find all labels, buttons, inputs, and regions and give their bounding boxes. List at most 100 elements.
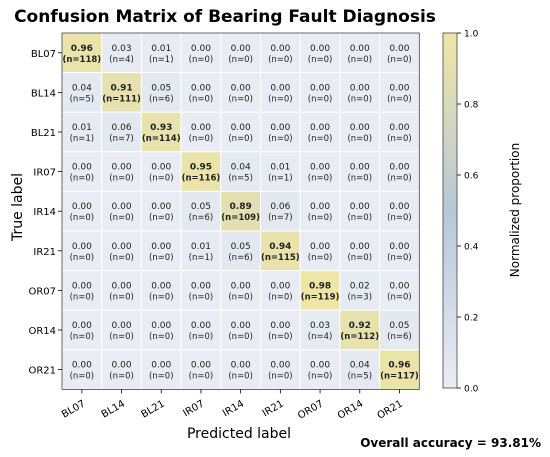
cell-count: (n=5) <box>70 94 95 104</box>
cell-proportion: 0.00 <box>112 281 132 291</box>
cell-count: (n=0) <box>268 94 293 104</box>
heatmap-cell: 0.03(n=4) <box>299 309 341 351</box>
heatmap-cell: 0.00(n=0) <box>101 349 142 390</box>
cell-fill <box>140 111 182 153</box>
cell-fill <box>220 309 262 351</box>
cell-count: (n=0) <box>189 134 214 144</box>
cell-proportion: 0.00 <box>310 202 330 212</box>
cell-count: (n=0) <box>308 253 333 263</box>
cell-proportion: 0.00 <box>151 321 171 331</box>
cell-proportion: 0.00 <box>191 321 211 331</box>
cell-proportion: 0.00 <box>151 163 171 173</box>
cell-proportion: 0.02 <box>350 281 370 291</box>
cell-proportion: 0.00 <box>151 281 171 291</box>
cell-proportion: 0.00 <box>191 123 211 133</box>
heatmap-cell: 0.00(n=0) <box>339 32 381 74</box>
cell-fill <box>339 72 381 113</box>
cell-fill <box>140 309 182 351</box>
heatmap-cell: 0.04(n=5) <box>220 151 262 192</box>
x-tick-label: BL21 <box>139 398 166 420</box>
cell-fill <box>101 32 142 74</box>
heatmap-cell: 0.00(n=0) <box>101 309 142 351</box>
cell-proportion: 0.03 <box>310 321 330 331</box>
cell-proportion: 0.06 <box>270 202 290 212</box>
cell-count: (n=0) <box>149 213 174 223</box>
cell-count: (n=4) <box>308 332 333 342</box>
cell-count: (n=0) <box>308 174 333 184</box>
heatmap-cell: 0.05(n=6) <box>379 309 420 351</box>
cell-fill <box>101 230 142 272</box>
x-tick-label: BL14 <box>100 398 127 420</box>
heatmap-cell: 0.00(n=0) <box>61 230 103 272</box>
cell-proportion: 0.00 <box>310 361 330 371</box>
cell-fill <box>260 349 301 390</box>
cell-count: (n=0) <box>268 332 293 342</box>
cell-count: (n=5) <box>347 372 372 382</box>
cell-proportion: 0.00 <box>310 83 330 93</box>
cell-count: (n=0) <box>189 372 214 382</box>
cell-proportion: 0.00 <box>310 44 330 54</box>
cell-count: (n=6) <box>228 253 253 263</box>
cell-proportion: 0.00 <box>151 202 171 212</box>
cell-proportion: 0.00 <box>310 123 330 133</box>
heatmap-cell: 0.03(n=4) <box>101 32 142 74</box>
cell-proportion: 0.00 <box>231 123 251 133</box>
x-tick-label: IR07 <box>181 398 206 419</box>
cell-proportion: 0.00 <box>112 163 132 173</box>
heatmap-cell: 0.00(n=0) <box>220 309 262 351</box>
x-tick-label: BL07 <box>60 398 87 420</box>
cell-fill <box>260 230 301 272</box>
heatmap-cell: 0.00(n=0) <box>101 151 142 192</box>
cell-proportion: 0.05 <box>389 321 409 331</box>
x-tick-label: IR21 <box>261 398 286 419</box>
heatmap-cell: 0.00(n=0) <box>180 309 222 351</box>
cell-count: (n=7) <box>109 134 134 144</box>
cell-fill <box>61 72 103 113</box>
cell-fill <box>61 270 103 311</box>
cell-proportion: 0.01 <box>72 123 92 133</box>
heatmap-cell: 0.00(n=0) <box>61 151 103 192</box>
cell-proportion: 0.01 <box>270 163 290 173</box>
cell-fill <box>220 349 262 390</box>
cell-fill <box>379 230 420 272</box>
overall-accuracy: Overall accuracy = 93.81% <box>360 436 541 450</box>
cell-proportion: 0.00 <box>112 321 132 331</box>
cell-fill <box>299 72 341 113</box>
cell-count: (n=0) <box>308 134 333 144</box>
heatmap-cell: 0.00(n=0) <box>299 349 341 390</box>
heatmap-cell: 0.00(n=0) <box>220 349 262 390</box>
cell-proportion: 0.00 <box>389 202 409 212</box>
cell-count: (n=116) <box>182 174 221 184</box>
cell-fill <box>379 151 420 192</box>
cell-fill <box>260 309 301 351</box>
heatmap-cell: 0.00(n=0) <box>140 349 182 390</box>
colorbar <box>442 32 458 389</box>
cell-fill <box>220 230 262 272</box>
cell-count: (n=0) <box>109 213 134 223</box>
cell-fill <box>61 190 103 232</box>
cell-proportion: 0.00 <box>270 361 290 371</box>
cell-count: (n=0) <box>387 55 412 65</box>
cell-proportion: 0.98 <box>309 281 331 291</box>
chart-title: Confusion Matrix of Bearing Fault Diagno… <box>14 7 436 27</box>
cell-count: (n=0) <box>347 213 372 223</box>
cell-count: (n=0) <box>268 292 293 302</box>
heatmap-cell: 0.00(n=0) <box>379 72 420 113</box>
cell-count: (n=0) <box>308 94 333 104</box>
cell-fill <box>260 32 301 74</box>
heatmap-cell: 0.00(n=0) <box>61 270 103 311</box>
x-tick-label: OR14 <box>336 398 365 421</box>
cell-count: (n=3) <box>347 292 372 302</box>
heatmap-cell: 0.00(n=0) <box>220 72 262 113</box>
y-tick-label: OR14 <box>28 326 56 337</box>
cell-fill <box>101 270 142 311</box>
cell-proportion: 0.00 <box>191 361 211 371</box>
cell-proportion: 0.89 <box>230 202 252 212</box>
heatmap-cell: 0.00(n=0) <box>379 111 420 153</box>
cell-fill <box>101 349 142 390</box>
cell-count: (n=0) <box>109 372 134 382</box>
cell-fill <box>101 111 142 153</box>
cell-proportion: 0.95 <box>190 163 212 173</box>
colorbar-tick-label: 0.8 <box>464 101 479 111</box>
cell-proportion: 0.00 <box>231 361 251 371</box>
